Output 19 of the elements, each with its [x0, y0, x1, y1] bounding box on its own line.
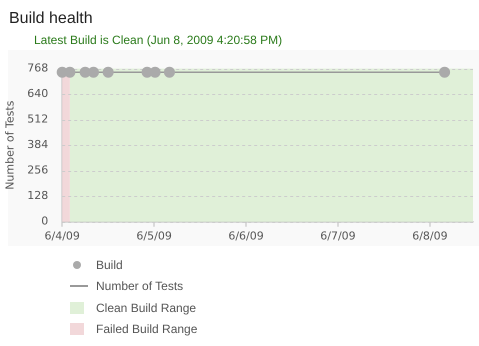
- y-tick-label: 640: [27, 86, 48, 100]
- x-tick-label: 6/8/09: [412, 229, 448, 242]
- y-tick-label: 128: [27, 189, 48, 202]
- y-tick-label: 256: [27, 164, 48, 177]
- legend-label: Build: [96, 258, 123, 272]
- y-axis-title: Number of Tests: [3, 100, 16, 190]
- y-tick-label: 768: [27, 61, 48, 74]
- legend-label: Failed Build Range: [96, 322, 198, 336]
- chart-subtitle: Latest Build is Clean (Jun 8, 2009 4:20:58 PM): [34, 33, 282, 47]
- y-tick-label: 0: [41, 214, 48, 228]
- y-tick-label: 384: [27, 138, 48, 152]
- x-tick-label: 6/6/09: [228, 229, 264, 242]
- x-tick-label: 6/5/09: [136, 229, 172, 242]
- legend-label: Number of Tests: [96, 279, 184, 294]
- y-tick-label: 512: [27, 112, 48, 126]
- chart-title: Build health: [9, 10, 93, 28]
- x-tick-label: 6/7/09: [320, 229, 356, 242]
- legend-label: Clean Build Range: [96, 300, 196, 315]
- x-tick-label: 6/4/09: [44, 229, 80, 242]
